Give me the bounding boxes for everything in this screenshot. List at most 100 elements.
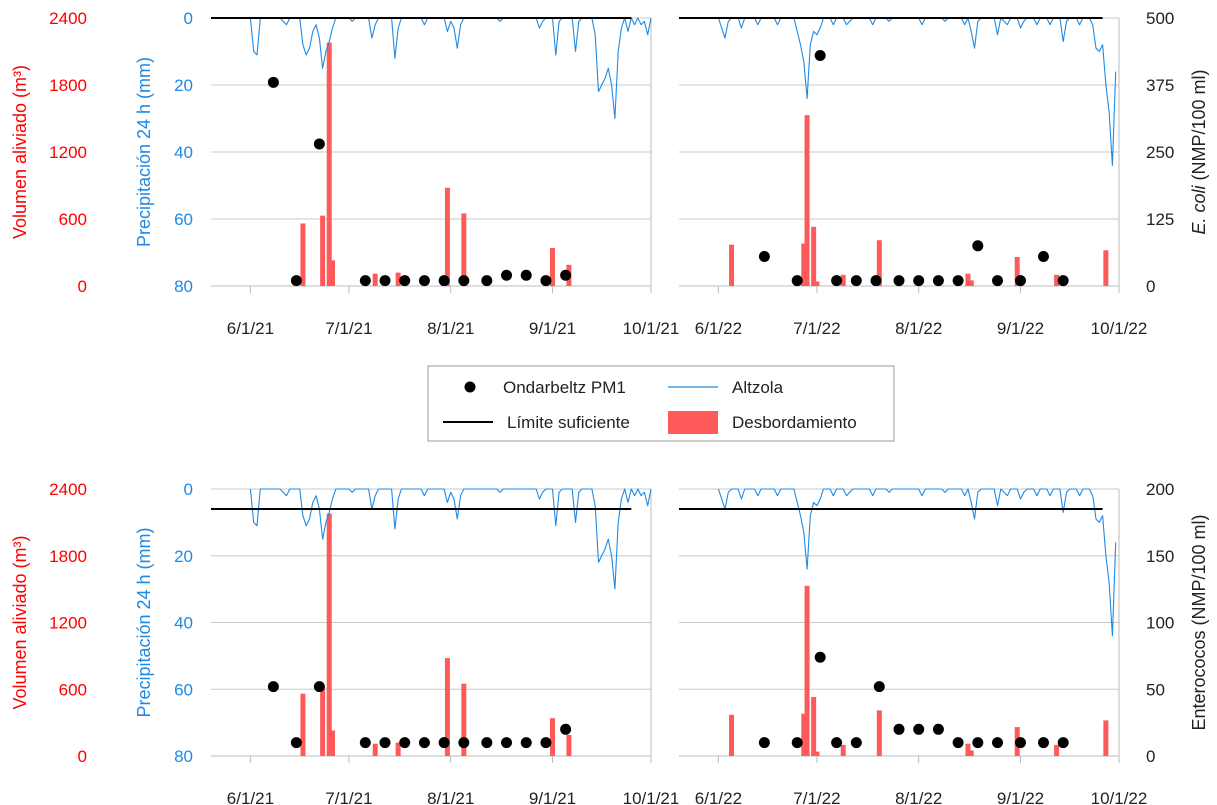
sample-point <box>379 737 391 749</box>
sample-point <box>290 737 302 749</box>
precip-tick-label: 20 <box>174 547 193 566</box>
overflow-bar <box>329 260 335 286</box>
volume-tick-label: 1200 <box>49 143 87 162</box>
volume-tick-label: 2400 <box>49 9 87 28</box>
overflow-bar <box>811 226 817 286</box>
sample-point <box>791 737 803 749</box>
sample-point <box>560 269 572 281</box>
panel-2021: 6/1/21 7/1/21 8/1/21 9/1/21 10/1/21 <box>211 488 680 805</box>
volume-tick-label: 600 <box>59 680 87 699</box>
bacteria-axis-title: Enterococos (NMP/100 ml) <box>1189 514 1209 730</box>
sample-point <box>791 275 803 287</box>
x-tick-label: 7/1/22 <box>793 319 840 338</box>
sample-point <box>1037 251 1049 263</box>
volume-tick-label: 0 <box>78 277 87 296</box>
legend-label-point: Ondarbeltz PM1 <box>503 378 626 397</box>
sample-point <box>399 737 411 749</box>
bacteria-tick-label: 250 <box>1146 143 1174 162</box>
overflow-bar <box>968 280 974 286</box>
sample-point <box>972 240 984 252</box>
legend-bar-swatch <box>668 411 718 434</box>
overflow-bar <box>444 187 450 286</box>
bacteria-axis-title-part: Enterococos (NMP/100 ml) <box>1189 514 1209 730</box>
x-tick-label: 7/1/21 <box>325 319 372 338</box>
volume-tick-label: 1800 <box>49 547 87 566</box>
sample-point <box>893 723 905 735</box>
sample-point <box>850 737 862 749</box>
sample-point <box>873 681 885 693</box>
overflow-bar <box>1103 720 1109 756</box>
chart-2: 2400 1800 1200 600 0 0 20 40 60 80 200 150 100 50 0 Vol… <box>10 480 1209 805</box>
x-tick-label: 8/1/22 <box>895 789 942 805</box>
overflow-bar <box>814 751 820 756</box>
overflow-bar <box>444 658 450 756</box>
overflow-bar <box>300 223 306 286</box>
precip-tick-label: 80 <box>174 277 193 296</box>
overflow-bar <box>320 685 326 756</box>
sample-point <box>540 275 552 287</box>
sample-point <box>932 275 944 287</box>
legend-point-swatch <box>464 381 476 393</box>
chart-1: 2400 1800 1200 600 0 0 20 40 60 80 500 375 250 125 0 Vo… <box>10 9 1209 338</box>
overflow-bar <box>329 730 335 756</box>
x-tick-label: 6/1/21 <box>227 319 274 338</box>
x-tick-label: 9/1/21 <box>529 319 576 338</box>
overflow-bar <box>566 734 572 756</box>
sample-point <box>1057 737 1069 749</box>
overflow-bar <box>840 274 846 286</box>
bacteria-tick-label: 150 <box>1146 547 1174 566</box>
sample-point <box>814 50 826 62</box>
panel-2021: 6/1/21 7/1/21 8/1/21 9/1/21 10/1/21 <box>211 17 680 338</box>
sample-point <box>913 723 925 735</box>
overflow-bar <box>372 743 378 756</box>
sample-point <box>1057 275 1069 287</box>
overflow-bar <box>968 750 974 756</box>
precip-tick-label: 40 <box>174 614 193 633</box>
sample-point <box>1014 275 1026 287</box>
sample-point <box>831 275 843 287</box>
sample-point <box>458 737 470 749</box>
overflow-bar <box>1014 256 1020 286</box>
overflow-bar <box>395 742 401 756</box>
volume-tick-label: 600 <box>59 210 87 229</box>
overflow-bar <box>326 513 332 756</box>
precip-tick-label: 40 <box>174 143 193 162</box>
overflow-bar <box>811 697 817 756</box>
overflow-bar <box>549 718 555 756</box>
volume-tick-label: 2400 <box>49 480 87 499</box>
x-tick-label: 6/1/22 <box>695 319 742 338</box>
legend: Ondarbeltz PM1 Altzola Límite suficiente… <box>427 365 895 442</box>
sample-point <box>758 737 770 749</box>
x-tick-label: 10/1/21 <box>623 789 680 805</box>
x-tick-label: 10/1/21 <box>623 319 680 338</box>
overflow-bar <box>326 42 332 286</box>
overflow-bar <box>395 272 401 286</box>
legend-frame <box>427 365 895 442</box>
volume-axis-title: Volumen aliviado (m³) <box>10 65 30 239</box>
sample-point <box>481 275 493 287</box>
sample-point <box>893 275 905 287</box>
x-tick-label: 6/1/22 <box>695 789 742 805</box>
sample-point <box>313 138 325 150</box>
sample-point <box>501 269 513 281</box>
volume-tick-label: 1800 <box>49 76 87 95</box>
sample-point <box>359 275 371 287</box>
precip-tick-label: 60 <box>174 210 193 229</box>
overflow-bar <box>801 243 807 286</box>
sample-point <box>850 275 862 287</box>
x-tick-label: 9/1/21 <box>529 789 576 805</box>
precip-axis-title: Precipitación 24 h (mm) <box>134 527 154 717</box>
sample-point <box>1014 737 1026 749</box>
sample-point <box>870 275 882 287</box>
x-tick-label: 8/1/22 <box>895 319 942 338</box>
bacteria-tick-label: 375 <box>1146 76 1174 95</box>
sample-point <box>952 275 964 287</box>
overflow-bar <box>965 273 971 286</box>
overflow-bar <box>804 585 810 756</box>
bacteria-tick-label: 0 <box>1146 747 1155 766</box>
precip-line <box>717 17 1117 166</box>
overflow-bar <box>840 744 846 756</box>
volume-tick-label: 1200 <box>49 614 87 633</box>
overflow-bar <box>1054 274 1060 286</box>
